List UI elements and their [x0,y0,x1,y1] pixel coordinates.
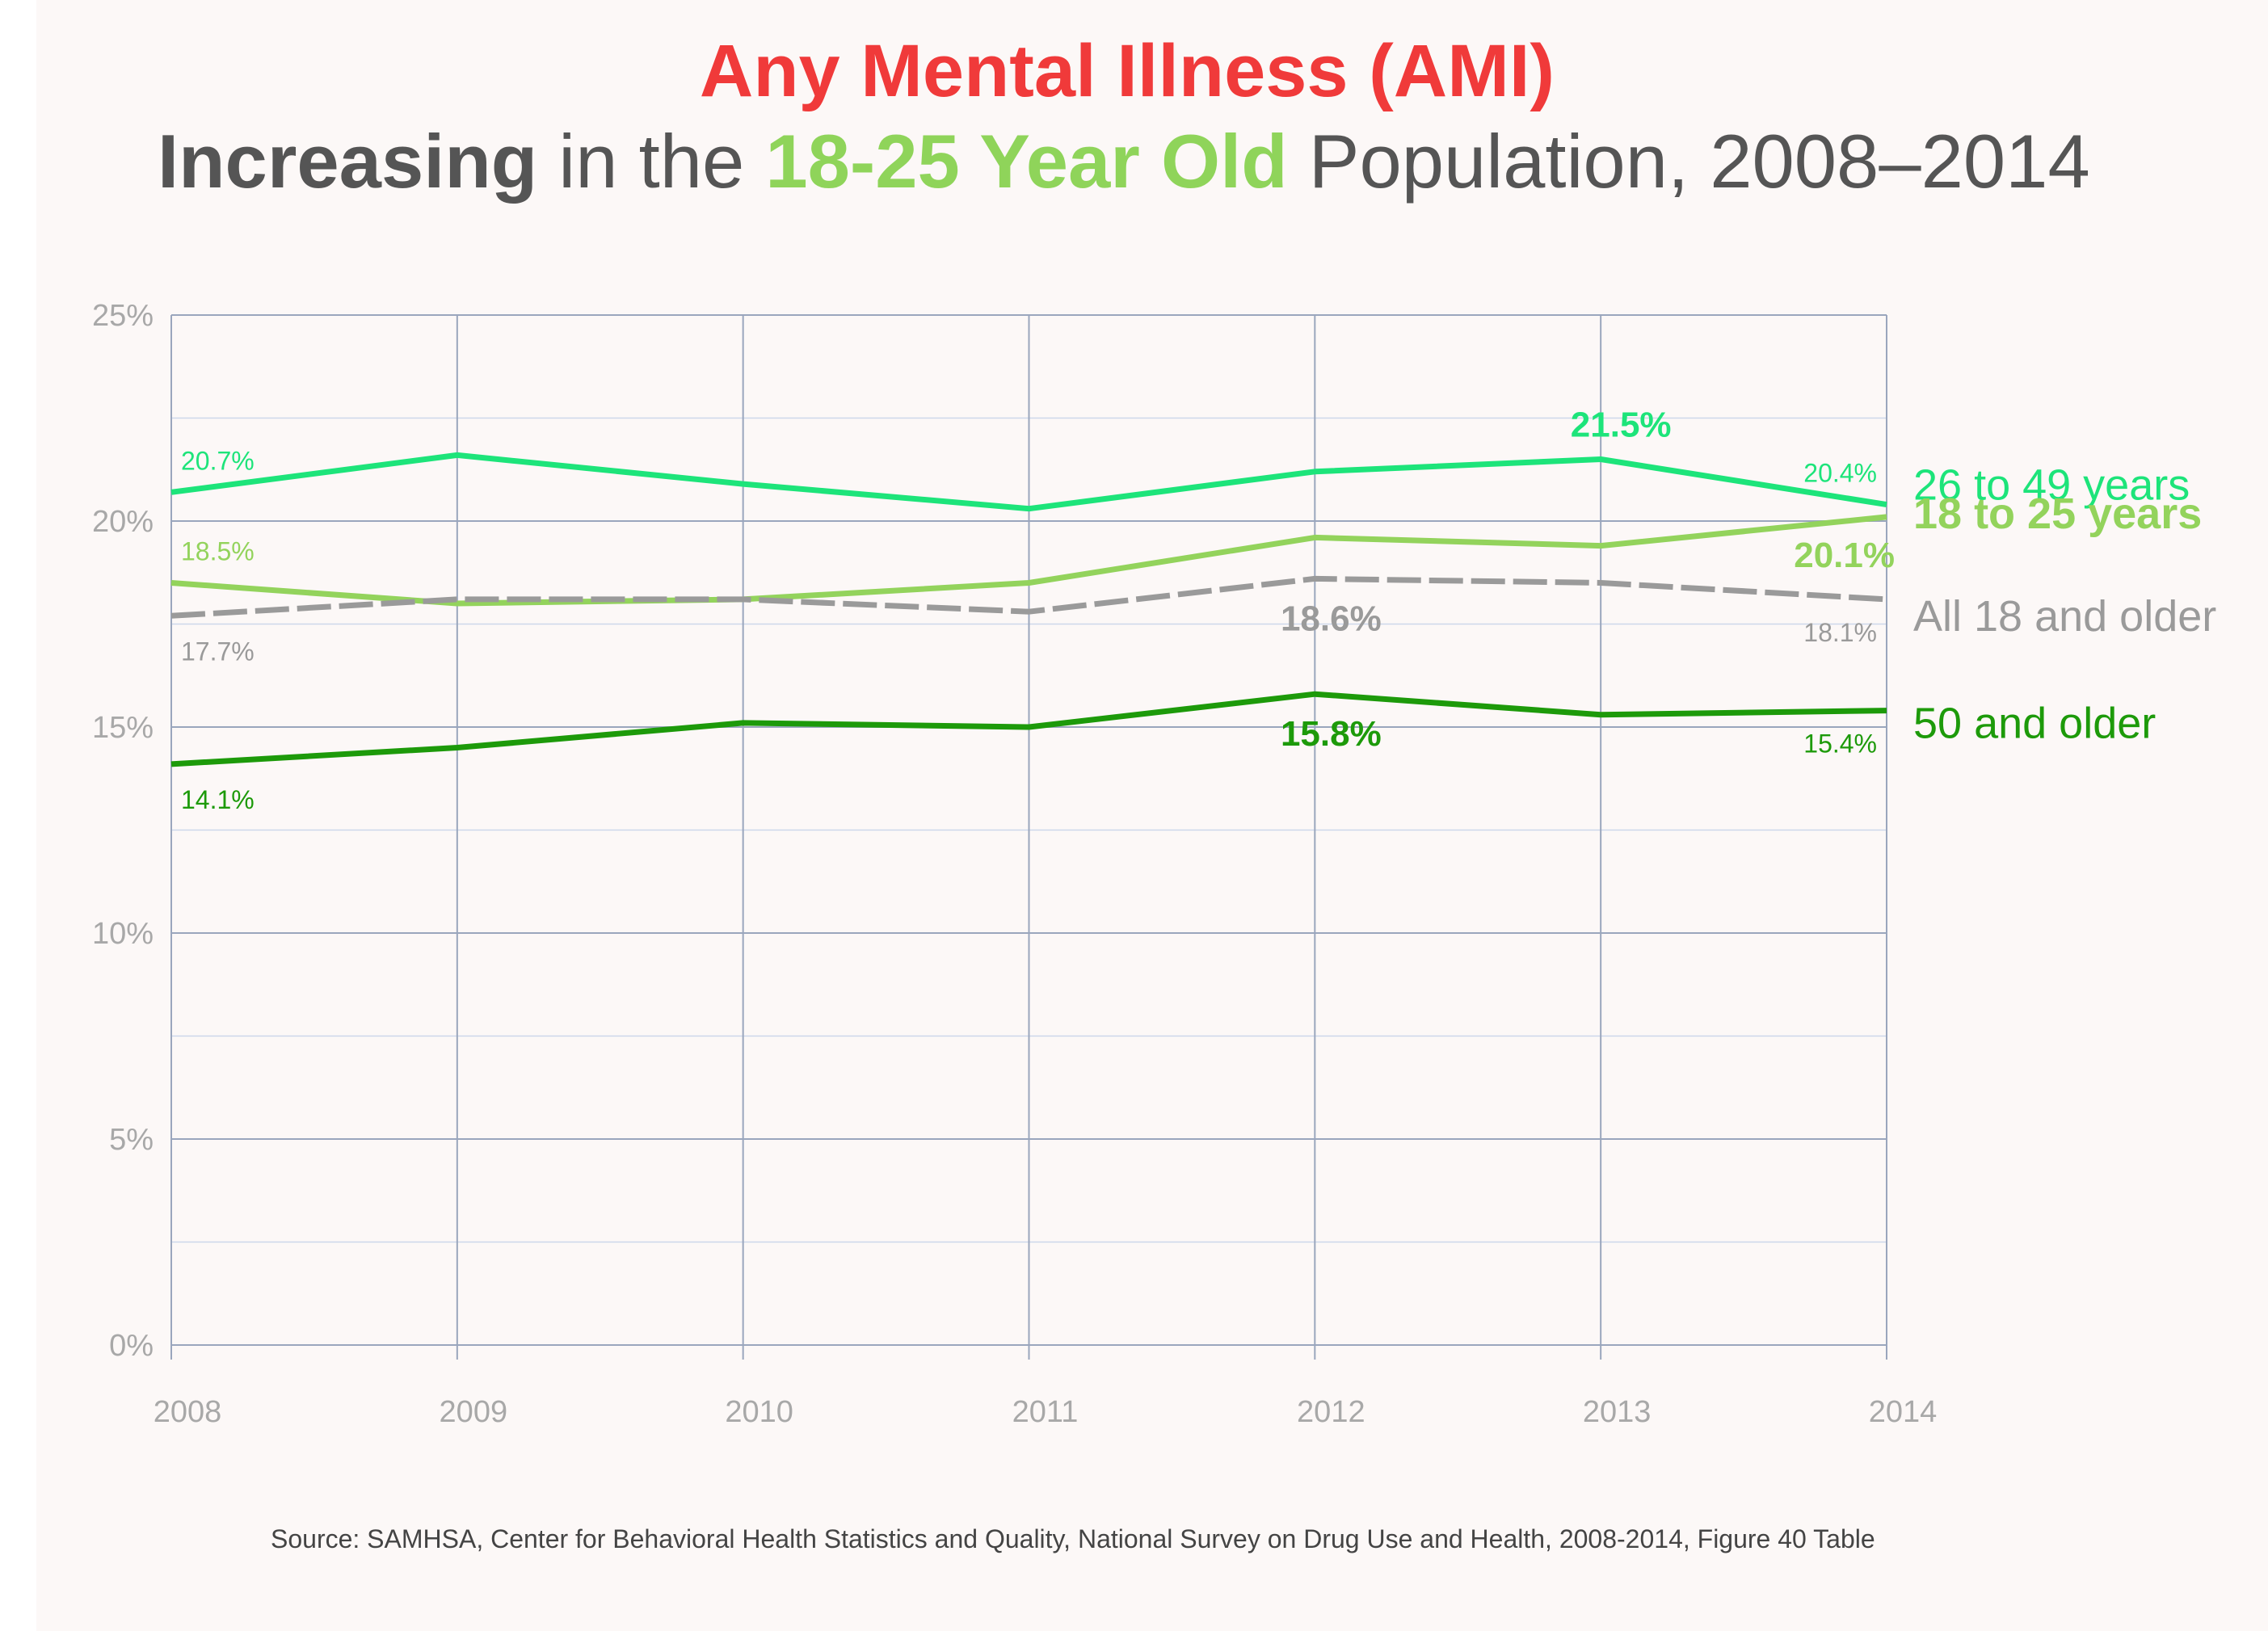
y-tick-label: 15% [92,711,154,745]
x-tick-label: 2008 [154,1395,222,1429]
data-label: 17.7% [181,637,255,666]
series-line [170,575,1887,619]
data-label: 15.8% [1281,714,1382,754]
x-tick-label: 2013 [1583,1395,1652,1429]
y-tick-label: 5% [109,1123,154,1157]
y-tick-label: 25% [92,299,154,333]
chart-page: Any Mental Illness (AMI) Increasing in t… [36,0,2268,1631]
y-tick-label: 10% [92,917,154,951]
series-line [170,691,1887,767]
x-tick-label: 2011 [1012,1395,1079,1429]
data-label: 15.4% [1803,729,1877,759]
y-tick-label: 0% [109,1329,154,1363]
x-tick-label: 2012 [1297,1395,1365,1429]
data-label: 20.7% [181,446,255,475]
chart-title: Any Mental Illness (AMI) [699,30,1555,112]
subtitle-text-2: Population, 2008–2014 [1287,119,2090,204]
data-label: 18.1% [1803,618,1877,647]
y-tick-label: 20% [92,505,154,539]
data-label: 18.5% [181,537,255,566]
series-name-label: All 18 and older [1913,592,2216,641]
data-label: 18.6% [1281,599,1382,638]
series-line [170,452,1887,512]
data-label: 14.1% [181,785,255,814]
subtitle-text-1: in the [537,119,766,204]
x-tick-label: 2010 [725,1395,793,1429]
series-name-label: 50 and older [1913,700,2156,748]
data-label: 21.5% [1571,406,1672,445]
series-line [170,514,1887,607]
subtitle-highlight: 18-25 Year Old [765,119,1288,204]
x-tick-label: 2014 [1869,1395,1938,1429]
series-name-label: 18 to 25 years [1913,490,2202,538]
chart-subtitle: Increasing in the 18-25 Year Old Populat… [158,120,2090,203]
data-label: 20.4% [1803,459,1877,488]
source-note: Source: SAMHSA, Center for Behavioral He… [271,1524,1875,1553]
x-tick-label: 2009 [440,1395,508,1429]
series-name-label: 26 to 49 years [1913,461,2190,510]
subtitle-emphasis: Increasing [158,119,538,204]
data-label: 20.1% [1794,536,1895,575]
